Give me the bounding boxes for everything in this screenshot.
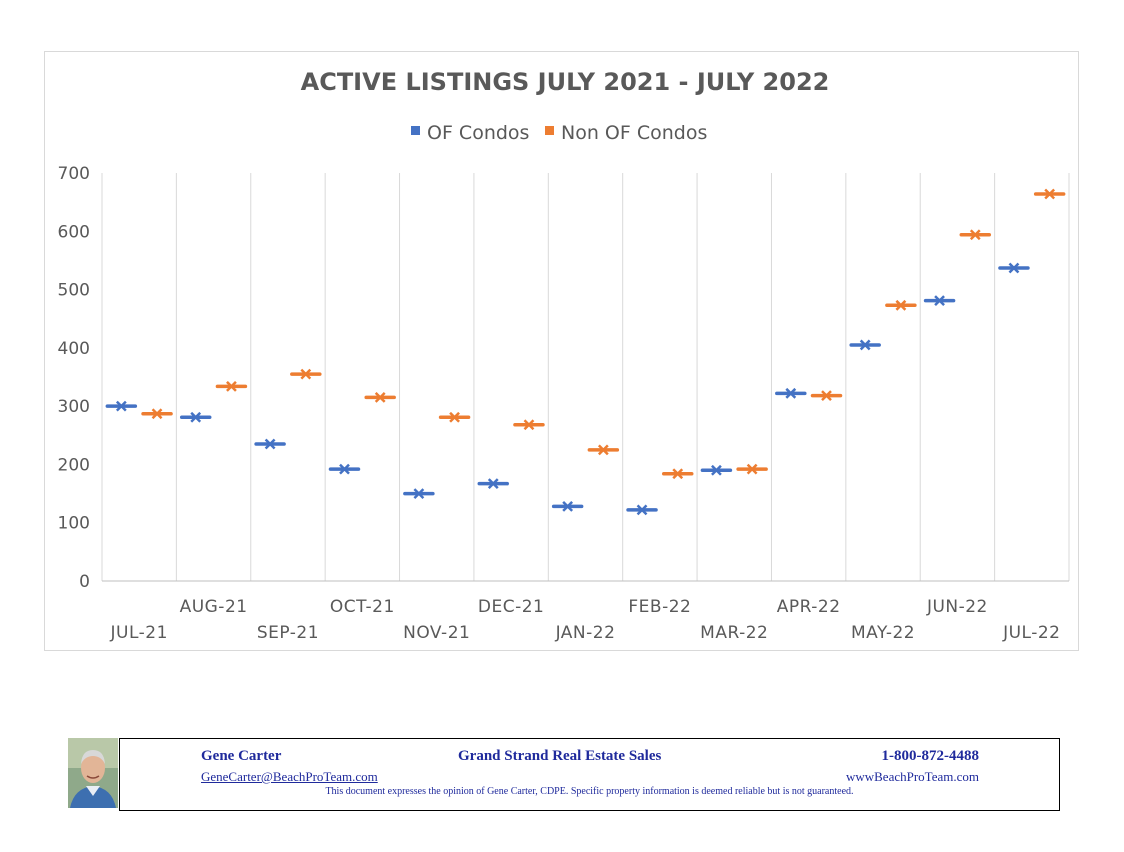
point-non-of-12 [1033, 188, 1066, 200]
x-category-label-11: JUN-22 [926, 597, 988, 617]
x-category-label-6: JAN-22 [555, 623, 616, 643]
x-category-label-9: APR-22 [777, 597, 841, 617]
x-category-label-2: SEP-21 [257, 623, 319, 643]
point-non-of-4 [438, 411, 471, 423]
x-category-label-10: MAY-22 [851, 623, 915, 643]
point-of-10 [849, 339, 881, 351]
chart-gridlines [101, 173, 1070, 582]
chart-legend: OF Condos Non OF Condos [411, 122, 707, 144]
point-of-0 [105, 400, 138, 412]
point-of-9 [775, 387, 807, 399]
point-non-of-2 [290, 368, 322, 380]
active-listings-chart: ACTIVE LISTINGS JULY 2021 - JULY 2022 OF… [58, 68, 1070, 643]
phone-number: 1-800-872-4488 [881, 748, 980, 764]
x-category-label-3: OCT-21 [330, 597, 395, 617]
point-of-7 [626, 504, 658, 516]
point-of-1 [179, 411, 212, 423]
agent-photo [68, 738, 118, 808]
point-of-6 [551, 501, 584, 512]
point-of-3 [328, 463, 361, 475]
x-category-label-8: MAR-22 [700, 623, 768, 643]
point-non-of-11 [959, 229, 992, 241]
point-non-of-1 [215, 380, 248, 392]
point-non-of-8 [736, 463, 768, 475]
x-axis-categories: JUL-21 AUG-21 SEP-21 OCT-21 NOV-21 DEC-21 JAN-… [109, 597, 1060, 643]
point-non-of-10 [885, 299, 917, 311]
point-non-of-3 [364, 392, 396, 403]
point-of-11 [923, 295, 956, 307]
legend-swatch-1 [545, 126, 554, 135]
legend-label-1: Non OF Condos [561, 122, 707, 144]
agent-name: Gene Carter [201, 748, 282, 764]
point-of-5 [477, 478, 510, 490]
website-text: wwwBeachProTeam.com [845, 769, 979, 784]
company-name: Grand Strand Real Estate Sales [458, 748, 662, 764]
point-non-of-5 [513, 419, 545, 431]
point-of-8 [700, 464, 733, 476]
y-tick-label-400: 400 [58, 339, 90, 359]
point-of-4 [403, 488, 435, 499]
x-category-label-12: JUL-22 [1002, 623, 1060, 643]
y-tick-label-600: 600 [58, 222, 90, 242]
x-category-label-5: DEC-21 [478, 597, 544, 617]
chart-title: ACTIVE LISTINGS JULY 2021 - JULY 2022 [301, 68, 830, 96]
point-non-of-0 [141, 408, 173, 420]
point-non-of-6 [587, 444, 620, 456]
point-non-of-7 [661, 468, 694, 480]
y-axis-ticks: 0 100 200 300 400 500 600 700 [58, 164, 90, 592]
y-tick-label-500: 500 [58, 281, 90, 301]
y-tick-label-200: 200 [58, 455, 90, 475]
chart-marks [105, 188, 1066, 516]
x-category-label-1: AUG-21 [180, 597, 248, 617]
point-non-of-9 [810, 390, 843, 402]
email-link[interactable]: GeneCarter@BeachProTeam.com [201, 769, 378, 784]
y-tick-label-0: 0 [79, 572, 90, 592]
point-of-12 [998, 262, 1030, 274]
legend-swatch-0 [411, 126, 420, 135]
y-tick-label-100: 100 [58, 514, 90, 534]
x-category-label-0: JUL-21 [109, 623, 167, 643]
point-of-2 [254, 438, 286, 450]
x-category-label-7: FEB-22 [628, 597, 691, 617]
disclaimer-text: This document expresses the opinion of G… [325, 786, 854, 797]
y-tick-label-300: 300 [58, 397, 90, 417]
contact-footer: Gene Carter Grand Strand Real Estate Sal… [119, 738, 1060, 811]
y-tick-label-700: 700 [58, 164, 90, 184]
x-category-label-4: NOV-21 [403, 623, 470, 643]
chart-frame: ACTIVE LISTINGS JULY 2021 - JULY 2022 OF… [44, 51, 1079, 651]
legend-label-0: OF Condos [427, 122, 529, 144]
